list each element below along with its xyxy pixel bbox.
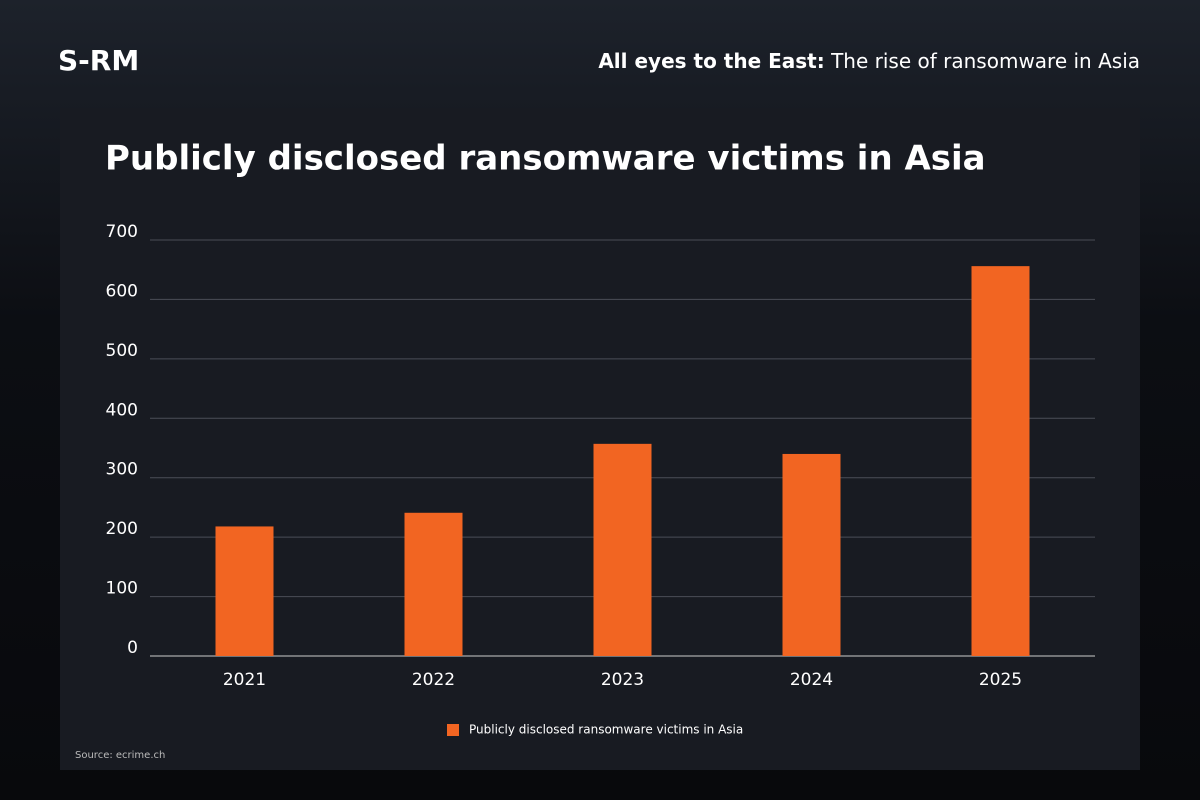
panel	[60, 108, 1140, 770]
legend-label: Publicly disclosed ransomware victims in…	[469, 723, 743, 737]
source: Source: ecrime.ch	[75, 750, 165, 761]
y-tick-label: 400	[106, 400, 138, 420]
chart-title: Publicly disclosed ransomware victims in…	[105, 139, 986, 179]
x-tick-label: 2022	[412, 670, 455, 690]
y-tick-label: 700	[106, 222, 138, 242]
x-tick-label: 2021	[223, 670, 266, 690]
tagline-text: The rise of ransomware in Asia	[830, 49, 1140, 73]
y-tick-label: 100	[106, 579, 138, 599]
y-tick-label: 0	[127, 638, 138, 658]
x-tick-label: 2025	[979, 670, 1022, 690]
bar	[782, 453, 841, 656]
bar	[215, 526, 274, 656]
tagline-bold: All eyes to the East:	[598, 49, 824, 73]
logo: S-RM	[58, 44, 139, 77]
y-tick-label: 200	[106, 519, 138, 539]
y-tick-label: 500	[106, 341, 138, 361]
y-tick-label: 300	[106, 460, 138, 480]
legend-swatch	[447, 724, 459, 736]
bar	[971, 266, 1030, 656]
tagline: All eyes to the East: The rise of ransom…	[598, 49, 1140, 73]
y-tick-label: 600	[106, 281, 138, 301]
x-tick-label: 2024	[790, 670, 833, 690]
bar	[593, 443, 652, 656]
x-tick-label: 2023	[601, 670, 644, 690]
bar	[404, 512, 463, 656]
